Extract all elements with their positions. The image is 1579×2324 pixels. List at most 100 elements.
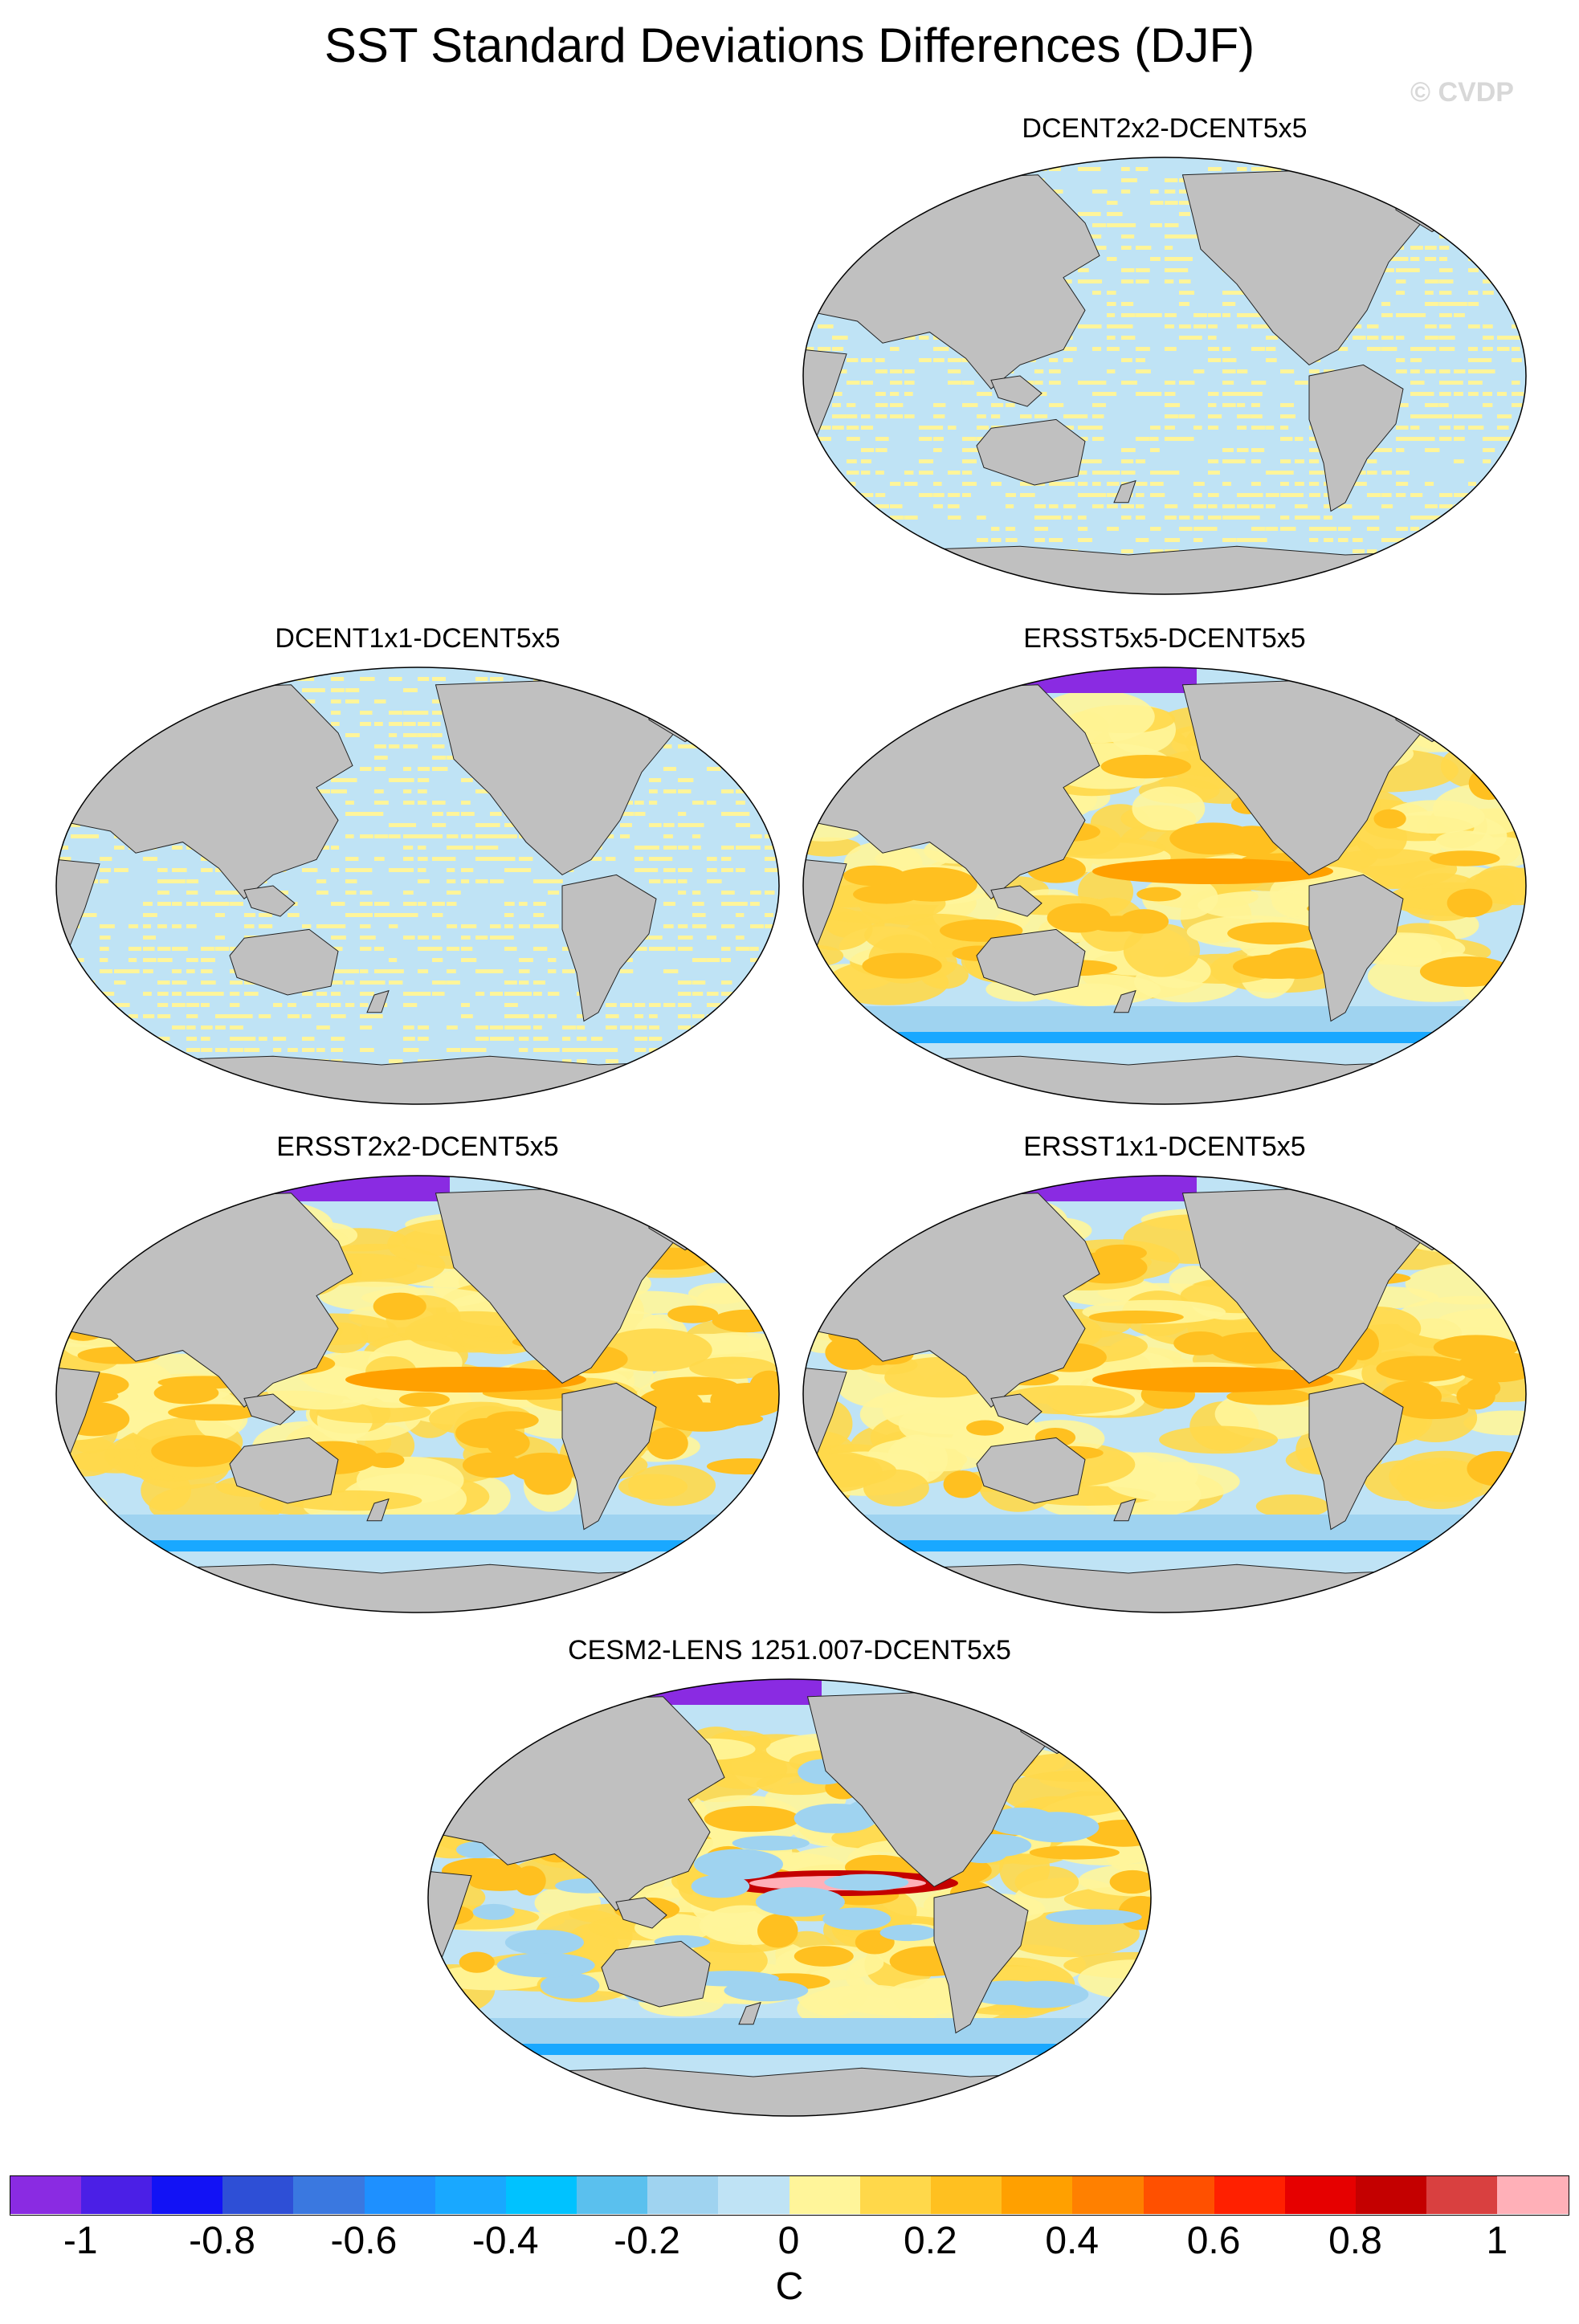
anomaly-blob bbox=[1227, 922, 1319, 945]
grid-cell bbox=[345, 891, 357, 895]
grid-cell bbox=[707, 1025, 718, 1029]
grid-cell bbox=[345, 733, 360, 737]
grid-cell bbox=[1468, 538, 1481, 542]
grid-cell bbox=[1092, 426, 1103, 430]
grid-cell bbox=[707, 801, 716, 805]
anomaly-blob bbox=[1045, 1909, 1142, 1925]
colorbar-segment bbox=[292, 2175, 365, 2214]
grid-cell bbox=[1497, 493, 1512, 497]
grid-cell bbox=[1237, 167, 1247, 171]
grid-cell bbox=[1454, 493, 1469, 497]
grid-cell bbox=[533, 924, 549, 928]
grid-cell bbox=[721, 733, 737, 737]
grid-cell bbox=[403, 744, 418, 748]
panel-title: CESM2-LENS 1251.007-DCENT5x5 bbox=[568, 1635, 1011, 1666]
grid-cell bbox=[56, 1037, 70, 1041]
grid-cell bbox=[1121, 268, 1135, 272]
grid-cell bbox=[1165, 324, 1175, 328]
grid-cell bbox=[461, 947, 473, 951]
grid-cell bbox=[1468, 572, 1477, 576]
grid-cell bbox=[1179, 234, 1195, 239]
grid-cell bbox=[721, 1025, 730, 1029]
grid-cell bbox=[215, 1082, 224, 1086]
grid-cell bbox=[403, 1025, 414, 1029]
grid-cell bbox=[85, 756, 96, 760]
grid-cell bbox=[157, 1037, 170, 1041]
grid-cell bbox=[577, 1025, 585, 1029]
grid-cell bbox=[1165, 414, 1179, 418]
grid-cell bbox=[663, 857, 673, 861]
grid-cell bbox=[71, 1014, 84, 1018]
grid-cell bbox=[736, 756, 750, 760]
grid-cell bbox=[1107, 347, 1120, 351]
grid-cell bbox=[803, 291, 812, 295]
grid-cell bbox=[1353, 324, 1362, 328]
grid-cell bbox=[818, 268, 828, 272]
grid-cell bbox=[678, 789, 692, 793]
grid-cell bbox=[991, 538, 1002, 542]
colorbar-segment bbox=[1284, 2175, 1357, 2214]
grid-cell bbox=[832, 504, 843, 508]
grid-cell bbox=[933, 482, 942, 486]
grid-cell bbox=[663, 969, 679, 973]
grid-cell bbox=[490, 879, 504, 883]
grid-cell bbox=[861, 572, 871, 576]
colorbar-segment bbox=[222, 2175, 294, 2214]
grid-cell bbox=[678, 823, 693, 827]
anomaly-blob bbox=[887, 866, 977, 902]
grid-cell bbox=[1222, 358, 1237, 362]
grid-cell bbox=[316, 1025, 330, 1029]
anomaly-blob bbox=[367, 1452, 405, 1469]
grid-cell bbox=[1396, 190, 1406, 194]
grid-cell bbox=[818, 516, 827, 520]
grid-cell bbox=[157, 1070, 168, 1074]
grid-cell bbox=[933, 561, 949, 565]
grid-cell bbox=[1381, 313, 1393, 317]
grid-cell bbox=[1295, 493, 1304, 497]
grid-cell bbox=[1324, 527, 1337, 531]
grid-cell bbox=[649, 947, 664, 951]
grid-cell bbox=[533, 1037, 549, 1041]
grid-cell bbox=[215, 992, 224, 996]
grid-cell bbox=[100, 744, 112, 748]
grid-cell bbox=[1034, 527, 1048, 531]
grid-cell bbox=[56, 688, 67, 692]
grid-cell bbox=[765, 913, 774, 917]
grid-cell bbox=[1512, 561, 1524, 565]
anomaly-blob bbox=[943, 1470, 982, 1498]
grid-cell bbox=[244, 1048, 260, 1052]
anomaly-blob bbox=[794, 1803, 878, 1833]
grid-cell bbox=[1512, 223, 1526, 227]
grid-cell bbox=[201, 1003, 210, 1007]
grid-cell bbox=[1512, 336, 1521, 340]
grid-cell bbox=[1353, 516, 1368, 520]
grid-cell bbox=[1179, 516, 1190, 520]
colorbar-segment bbox=[363, 2175, 435, 2214]
map-dcent1x1 bbox=[55, 667, 780, 1105]
grid-cell bbox=[548, 992, 560, 996]
grid-cell bbox=[1020, 583, 1034, 587]
grid-cell bbox=[56, 744, 71, 748]
map-outline bbox=[55, 667, 780, 1105]
grid-cell bbox=[707, 722, 719, 726]
grid-cell bbox=[1251, 448, 1265, 452]
grid-cell bbox=[649, 677, 664, 681]
grid-cell bbox=[201, 992, 217, 996]
grid-cell bbox=[1150, 437, 1159, 441]
grid-cell bbox=[1425, 369, 1436, 373]
grid-cell bbox=[157, 958, 173, 962]
grid-cell bbox=[678, 879, 687, 883]
grid-cell bbox=[875, 223, 885, 227]
grid-cell bbox=[765, 1070, 779, 1074]
grid-cell bbox=[1237, 448, 1249, 452]
grid-cell bbox=[750, 891, 761, 895]
grid-cell bbox=[1251, 516, 1260, 520]
grid-cell bbox=[71, 1037, 80, 1041]
grid-cell bbox=[1049, 482, 1064, 486]
grid-cell bbox=[1468, 504, 1479, 508]
grid-cell bbox=[721, 846, 734, 850]
grid-cell bbox=[403, 936, 415, 940]
grid-cell bbox=[1078, 471, 1087, 475]
grid-cell bbox=[1107, 392, 1117, 396]
grid-cell bbox=[634, 801, 644, 805]
